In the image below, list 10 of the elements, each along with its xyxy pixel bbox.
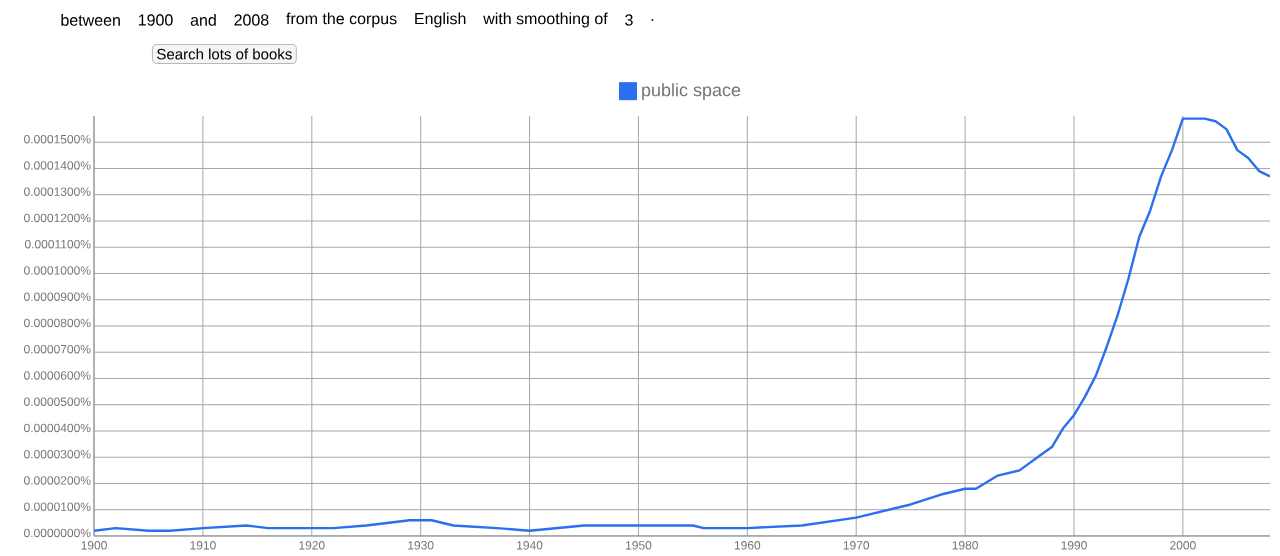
text: 3 bbox=[625, 14, 633, 26]
text: . bbox=[651, 19, 654, 21]
legend-label: public space bbox=[642, 83, 741, 100]
text: and bbox=[190, 14, 216, 26]
text: English bbox=[415, 12, 466, 28]
text: between bbox=[61, 14, 120, 26]
text: 1900 bbox=[138, 14, 173, 26]
text: with smoothing of bbox=[483, 12, 608, 28]
text: from the corpus bbox=[286, 12, 397, 28]
text: 2008 bbox=[234, 14, 269, 26]
